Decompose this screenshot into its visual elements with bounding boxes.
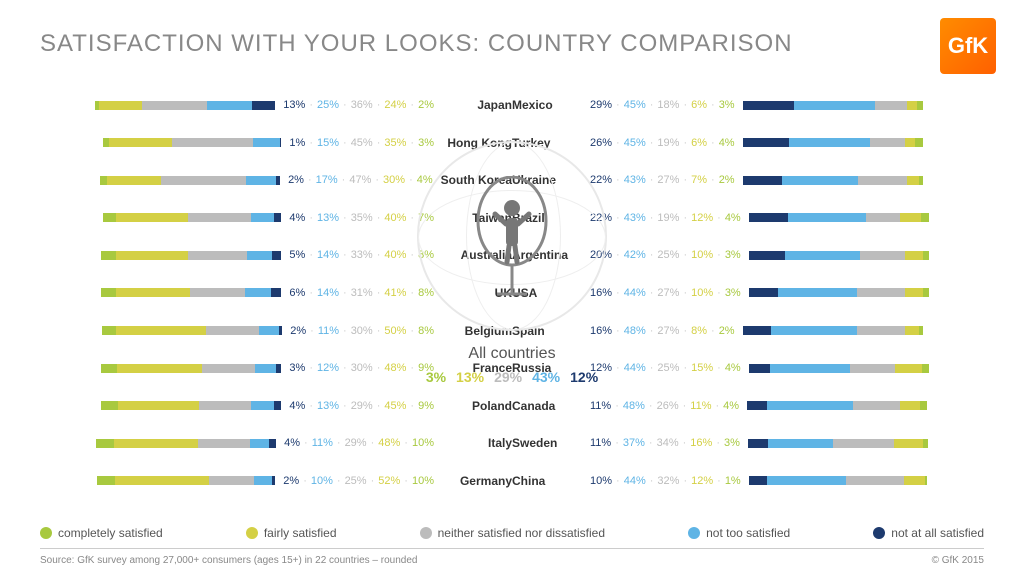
pct-labels: 10% · 52% · 25% · 10% · 2% bbox=[283, 475, 434, 487]
pct-labels: 11% · 37% · 34% · 16% · 3% bbox=[590, 437, 740, 449]
stacked-bar bbox=[101, 401, 281, 410]
legend-item: not too satisfied bbox=[688, 526, 790, 540]
stacked-bar bbox=[749, 251, 929, 260]
stacked-bar bbox=[101, 364, 281, 373]
pct-labels: 10% · 48% · 29% · 11% · 4% bbox=[284, 437, 434, 449]
gfk-logo: GfK bbox=[940, 18, 996, 74]
country-label: Sweden bbox=[512, 436, 582, 450]
center-pct: 29% bbox=[494, 369, 522, 385]
legend-dot bbox=[688, 527, 700, 539]
legend-dot bbox=[873, 527, 885, 539]
stacked-bar bbox=[749, 288, 929, 297]
legend-item: completely satisfied bbox=[40, 526, 163, 540]
stacked-bar bbox=[749, 364, 929, 373]
center-pct: 13% bbox=[456, 369, 484, 385]
legend-label: not at all satisfied bbox=[891, 526, 984, 540]
country-label: Italy bbox=[442, 436, 512, 450]
stacked-bar bbox=[101, 213, 281, 222]
stacked-bar bbox=[101, 251, 281, 260]
copyright-text: © GfK 2015 bbox=[932, 555, 984, 566]
center-pct: 3% bbox=[426, 369, 446, 385]
legend-label: neither satisfied nor dissatisfied bbox=[438, 526, 605, 540]
mirror-person-icon bbox=[467, 176, 557, 296]
country-row: Germany 10% · 52% · 25% · 10% · 2% bbox=[60, 466, 512, 496]
globe-bg bbox=[417, 141, 607, 331]
center-pct: 12% bbox=[570, 369, 598, 385]
legend-label: fairly satisfied bbox=[264, 526, 337, 540]
legend-item: not at all satisfied bbox=[873, 526, 984, 540]
stacked-bar bbox=[101, 138, 281, 147]
stacked-bar bbox=[95, 476, 275, 485]
legend-dot bbox=[246, 527, 258, 539]
legend-item: fairly satisfied bbox=[246, 526, 337, 540]
source-text: Source: GfK survey among 27,000+ consume… bbox=[40, 555, 417, 566]
legend: completely satisfied fairly satisfied neit… bbox=[40, 526, 984, 540]
legend-label: not too satisfied bbox=[706, 526, 790, 540]
stacked-bar bbox=[743, 326, 923, 335]
legend-label: completely satisfied bbox=[58, 526, 163, 540]
country-label: China bbox=[512, 474, 582, 488]
pct-labels: 10% · 44% · 32% · 12% · 1% bbox=[590, 475, 741, 487]
stacked-bar bbox=[748, 439, 928, 448]
footer: Source: GfK survey among 27,000+ consume… bbox=[40, 548, 984, 566]
center-panel: All countries 3% 13% 29% 43% 12% bbox=[397, 88, 627, 438]
stacked-bar bbox=[749, 213, 929, 222]
stacked-bar bbox=[747, 401, 927, 410]
stacked-bar bbox=[95, 101, 275, 110]
center-pct: 43% bbox=[532, 369, 560, 385]
legend-item: neither satisfied nor dissatisfied bbox=[420, 526, 605, 540]
stacked-bar bbox=[749, 476, 929, 485]
stacked-bar bbox=[743, 176, 923, 185]
all-countries-values: 3% 13% 29% 43% 12% bbox=[426, 369, 598, 385]
legend-dot bbox=[420, 527, 432, 539]
stacked-bar bbox=[96, 439, 276, 448]
stacked-bar bbox=[102, 326, 282, 335]
legend-dot bbox=[40, 527, 52, 539]
page-title: SATISFACTION WITH YOUR LOOKS: COUNTRY CO… bbox=[40, 30, 793, 58]
stacked-bar bbox=[743, 101, 923, 110]
country-label: Germany bbox=[442, 474, 512, 488]
country-row: China 10% · 44% · 32% · 12% · 1% bbox=[512, 466, 964, 496]
all-countries-label: All countries bbox=[468, 345, 555, 363]
stacked-bar bbox=[743, 138, 923, 147]
stacked-bar bbox=[101, 288, 281, 297]
stacked-bar bbox=[100, 176, 280, 185]
